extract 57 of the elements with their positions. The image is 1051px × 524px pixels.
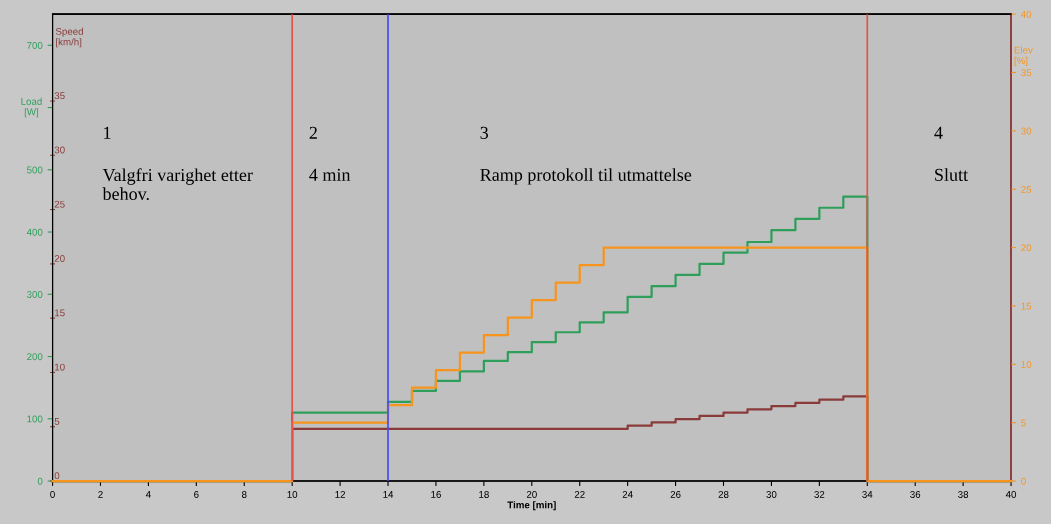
x-tick-label: 16 [431,491,441,498]
y-tick-label: 700 [27,42,43,49]
y2-tick-label: 35 [54,92,65,100]
y-tick-label: 0 [37,477,43,485]
x-tick-label: 0 [50,491,55,498]
x-tick-label: 22 [574,491,585,498]
y-tick-label: 200 [27,353,43,361]
y-tick-label: 400 [26,228,43,236]
y-tick-label: 100 [27,415,43,423]
y2-axis-title: Speed [km/h] [55,27,83,48]
y2-tick-label: 20 [54,255,65,262]
y2-tick-label: 25 [54,200,65,208]
y3-tick-label: 40 [1021,10,1032,18]
y3-tick-label: 10 [1021,361,1032,368]
x-tick-label: 40 [1005,491,1017,498]
x-tick-label: 30 [766,491,777,498]
y3-tick-label: 5 [1021,419,1026,427]
x-tick-label: 8 [241,491,247,498]
x-tick-label: 12 [335,491,346,498]
y2-tick-label: 15 [55,309,65,317]
x-tick-label: 38 [958,491,969,498]
y3-tick-label: 30 [1021,127,1032,135]
x-tick-label: 20 [526,491,537,498]
y2-tick-label: 10 [55,363,65,371]
x-tick-label: 4 [145,491,151,498]
y3-tick-label: 15 [1021,302,1032,310]
annotation: Slutt [935,168,968,181]
y3-tick-label: 0 [1021,477,1026,485]
y-tick-label: 300 [26,291,43,298]
x-axis-title: Time [min] [507,501,556,511]
x-tick-label: 14 [383,491,394,498]
x-tick-label: 24 [622,491,633,498]
x-tick-label: 18 [479,491,489,498]
annotation: 4 min [309,168,351,181]
annotation: Ramp protokoll til utmattelse [480,168,692,185]
x-tick-label: 28 [718,491,729,498]
x-tick-label: 34 [862,491,873,498]
y3-tick-label: 25 [1021,185,1032,193]
annotation: 1 [104,126,111,139]
x-tick-label: 26 [670,491,681,498]
y2-tick-label: 30 [54,146,65,154]
annotation: Valgfri varighet etter behov. [102,168,253,201]
y2-tick-label: 0 [54,472,60,480]
y2-tick-label: 5 [54,418,60,425]
y3-axis-title: Elev [%] [1014,46,1033,66]
x-tick-label: 36 [910,491,921,498]
x-tick-label: 6 [194,491,199,498]
x-tick-label: 32 [814,491,825,498]
annotation: 3 [480,126,489,139]
annotation: 4 [934,126,943,139]
x-tick-label: 2 [98,491,103,498]
y3-tick-label: 20 [1021,244,1032,252]
y3-tick-label: 35 [1021,69,1032,77]
x-tick-label: 10 [287,491,298,498]
annotation: 2 [309,126,317,139]
y-axis-title: Load [W] [21,97,42,118]
y-tick-label: 500 [27,166,43,174]
